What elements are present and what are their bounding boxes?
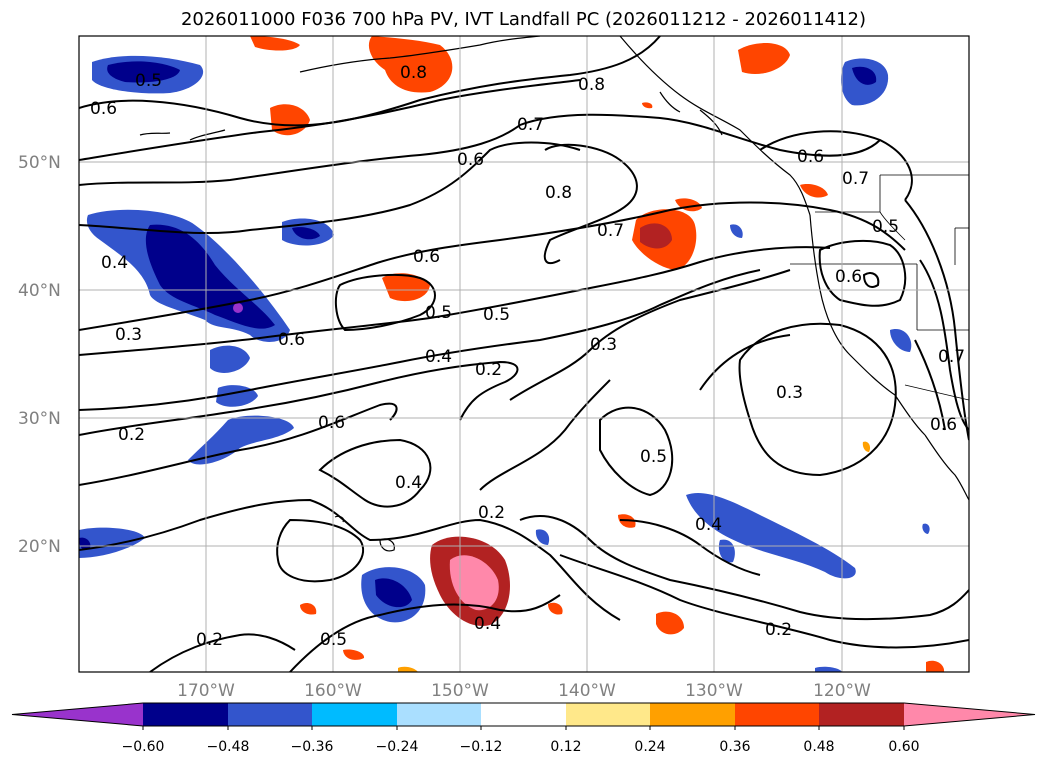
map-gridlines — [79, 36, 969, 672]
lon-label: 130°W — [685, 681, 743, 701]
contour-label: 0.4 — [395, 473, 422, 493]
contour-label: 0.5 — [872, 217, 899, 237]
colorbar-segment — [143, 703, 228, 726]
contour-label: 0.4 — [101, 253, 128, 273]
colorbar-segment — [481, 703, 566, 726]
colorbar-tick-label: 0.60 — [888, 739, 919, 755]
lat-label: 40°N — [18, 281, 61, 301]
contour-label: 0.8 — [578, 75, 605, 95]
contour-label: 0.4 — [695, 515, 722, 535]
contour-label: 0.3 — [776, 383, 803, 403]
lat-label: 50°N — [18, 153, 61, 173]
contour-label: 0.7 — [517, 115, 544, 135]
contour-label: 0.8 — [400, 63, 427, 83]
lat-label: 20°N — [18, 537, 61, 557]
colorbar-tick-label: −0.24 — [376, 739, 419, 755]
colorbar-tick-label: 0.36 — [719, 739, 750, 755]
lon-label: 140°W — [558, 681, 616, 701]
colorbar-tick-label: −0.12 — [460, 739, 503, 755]
contour-label: 0.2 — [765, 620, 792, 640]
colorbar-segment — [312, 703, 397, 726]
colorbar-tick-labels: −0.60 −0.48 −0.36 −0.24 −0.12 0.12 0.24 … — [122, 739, 920, 755]
latitude-labels: 50°N 40°N 30°N 20°N — [18, 153, 61, 557]
contour-label: 0.7 — [597, 221, 624, 241]
pv-positive-fields — [250, 36, 945, 672]
colorbar-segment — [228, 703, 312, 726]
colorbar-segment — [735, 703, 819, 726]
contour-label: 0.2 — [196, 630, 223, 650]
lon-label: 150°W — [431, 681, 489, 701]
contour-label: 0.3 — [115, 325, 142, 345]
colorbar-segment — [650, 703, 735, 726]
longitude-labels: 170°W 160°W 150°W 140°W 130°W 120°W — [177, 681, 871, 701]
pv-contours — [79, 36, 969, 672]
contour-label: 0.5 — [320, 630, 347, 650]
contour-label: 0.6 — [278, 330, 305, 350]
coastlines — [139, 36, 969, 552]
colorbar-segment — [566, 703, 650, 726]
contour-label: 0.6 — [797, 147, 824, 167]
contour-label: 0.6 — [90, 99, 117, 119]
lon-label: 160°W — [304, 681, 362, 701]
colorbar-tick-label: −0.60 — [122, 739, 165, 755]
colorbar-tick-label: 0.48 — [803, 739, 834, 755]
contour-label: 0.4 — [474, 614, 501, 634]
contour-label: 0.2 — [475, 360, 502, 380]
map-content: 0.5 0.6 0.8 0.8 0.7 0.6 0.8 0.7 0.6 0.4 … — [79, 36, 969, 672]
lat-label: 30°N — [18, 409, 61, 429]
contour-label: 0.6 — [457, 150, 484, 170]
map-title: 2026011000 F036 700 hPa PV, IVT Landfall… — [180, 9, 867, 30]
contour-label: 0.6 — [318, 413, 345, 433]
contour-label: 0.7 — [842, 169, 869, 189]
colorbar-segment — [397, 703, 481, 726]
colorbar-tick-label: 0.24 — [634, 739, 665, 755]
contour-label: 0.6 — [413, 247, 440, 267]
contour-label: 0.5 — [135, 71, 162, 91]
contour-label: 0.2 — [118, 425, 145, 445]
pv-negative-fields — [79, 55, 930, 672]
contour-label: 0.8 — [545, 183, 572, 203]
colorbar-extend-min — [12, 703, 143, 726]
contour-label: 0.2 — [478, 503, 505, 523]
colorbar — [11, 702, 1036, 730]
contour-label: 0.6 — [930, 415, 957, 435]
contour-label: 0.6 — [835, 267, 862, 287]
lon-label: 120°W — [813, 681, 871, 701]
contour-label: 0.5 — [425, 303, 452, 323]
contour-label: 0.4 — [425, 347, 452, 367]
colorbar-tick-label: 0.12 — [550, 739, 581, 755]
colorbar-tick-label: −0.48 — [207, 739, 250, 755]
colorbar-tick-label: −0.36 — [291, 739, 334, 755]
colorbar-segment — [819, 703, 904, 726]
contour-label: 0.7 — [938, 347, 965, 367]
colorbar-extend-max — [904, 703, 1035, 726]
contour-labels: 0.5 0.6 0.8 0.8 0.7 0.6 0.8 0.7 0.6 0.4 … — [90, 63, 965, 650]
contour-label: 0.5 — [640, 447, 667, 467]
contour-label: 0.3 — [590, 335, 617, 355]
political-borders — [790, 174, 969, 401]
map-frame — [78, 35, 970, 673]
contour-label: 0.5 — [483, 305, 510, 325]
lon-label: 170°W — [177, 681, 235, 701]
